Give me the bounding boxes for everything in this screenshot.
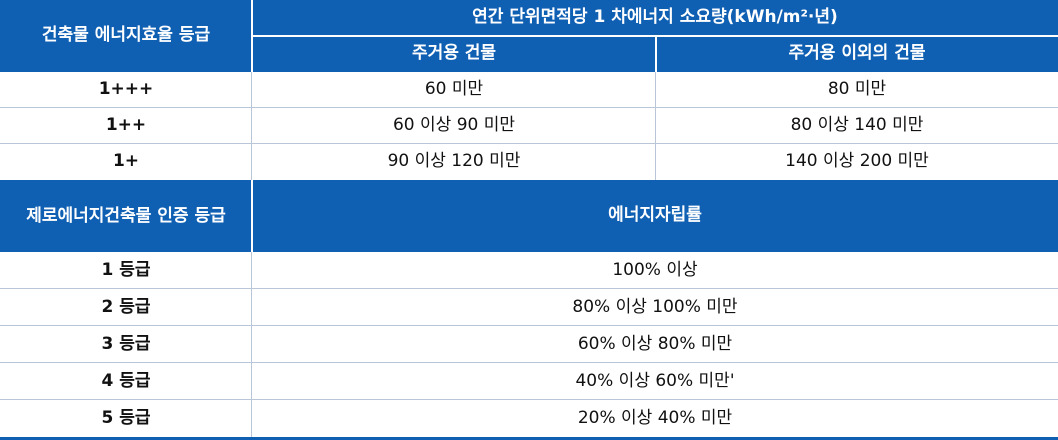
section2-row-rate: 80% 이상 100% 미만 bbox=[572, 296, 738, 317]
section2-row-rate: 100% 이상 bbox=[612, 259, 698, 280]
section2-row-grade: 1 등급 bbox=[101, 259, 151, 280]
column-divider bbox=[251, 72, 252, 180]
section1-row-residential: 60 이상 90 미만 bbox=[392, 115, 516, 136]
column-divider bbox=[655, 72, 656, 180]
section1-row-grade: 1++ bbox=[105, 115, 147, 136]
row-divider bbox=[0, 399, 1058, 400]
section1-subheader-residential: 주거용 건물 bbox=[252, 36, 656, 72]
section2-row-grade: 5 등급 bbox=[101, 407, 151, 428]
column-divider bbox=[251, 252, 252, 437]
section2-row-grade: 3 등급 bbox=[101, 333, 151, 354]
section2-row-rate: 20% 이상 40% 미만 bbox=[577, 407, 733, 428]
row-divider bbox=[0, 325, 1058, 326]
row-divider bbox=[0, 107, 1058, 108]
section1-row-other: 140 이상 200 미만 bbox=[785, 151, 929, 172]
row-divider bbox=[0, 288, 1058, 289]
section1-grade-header: 건축물 에너지효율 등급 bbox=[0, 0, 252, 72]
table-bottom-border bbox=[0, 437, 1058, 440]
section1-row-grade: 1+++ bbox=[98, 79, 154, 100]
section1-row-residential: 60 미만 bbox=[424, 79, 484, 100]
section2-grade-header: 제로에너지건축물 인증 등급 bbox=[0, 180, 252, 252]
section2-row-rate: 40% 이상 60% 미만' bbox=[575, 370, 735, 391]
section1-row-residential: 90 이상 120 미만 bbox=[387, 151, 521, 172]
section2-rate-header: 에너지자립률 bbox=[252, 180, 1058, 252]
section2-row-rate: 60% 이상 80% 미만 bbox=[577, 333, 733, 354]
header-divider bbox=[251, 180, 253, 252]
section1-row-grade: 1+ bbox=[112, 151, 140, 172]
row-divider bbox=[0, 143, 1058, 144]
section1-row-other: 80 미만 bbox=[827, 79, 887, 100]
section2-row-grade: 2 등급 bbox=[101, 296, 151, 317]
section1-row-other: 80 이상 140 미만 bbox=[790, 115, 924, 136]
section2-row-grade: 4 등급 bbox=[101, 370, 151, 391]
section1-subheader-other: 주거용 이외의 건물 bbox=[656, 36, 1058, 72]
row-divider bbox=[0, 362, 1058, 363]
header-divider bbox=[655, 36, 657, 72]
section1-main-header: 연간 단위면적당 1 차에너지 소요량(kWh/m²·년) bbox=[252, 0, 1058, 36]
